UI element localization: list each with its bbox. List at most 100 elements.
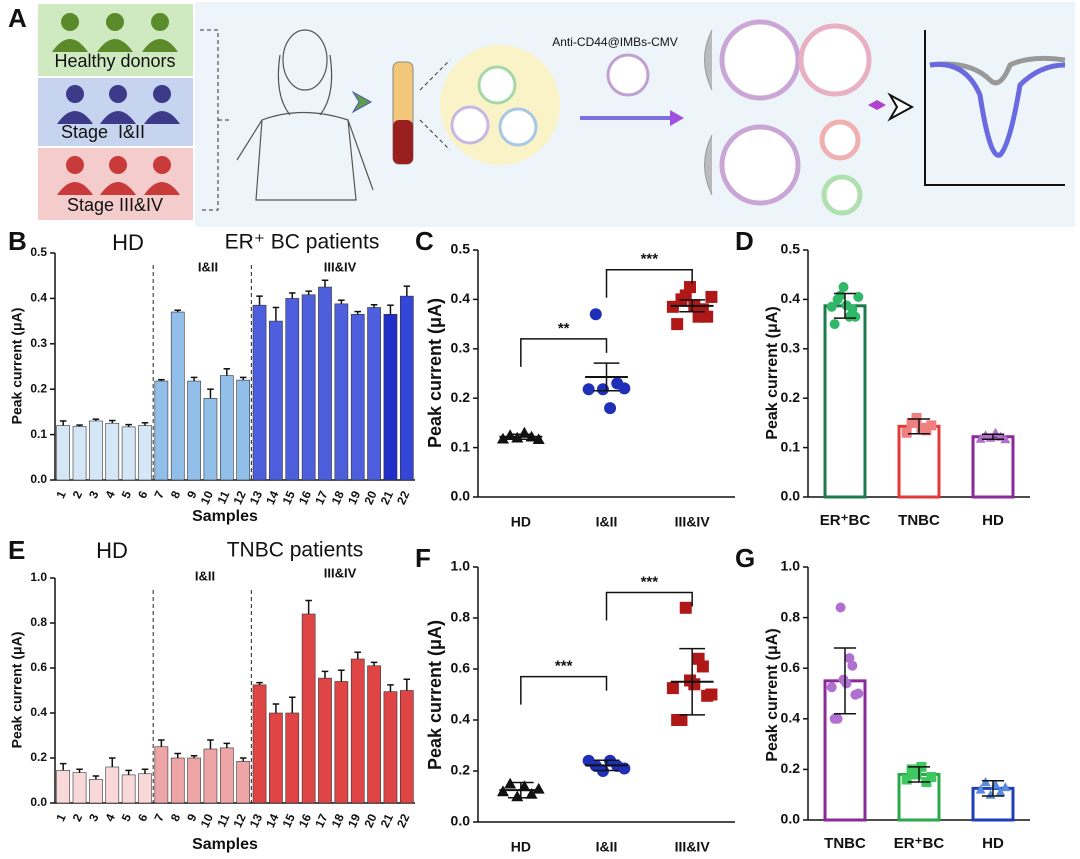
bar [285, 298, 300, 481]
x-tick-label: 11 [214, 488, 232, 506]
x-tick-label: HD [982, 512, 1004, 529]
data-point [829, 319, 840, 330]
woman [236, 29, 374, 201]
bar [72, 426, 87, 481]
y-tick-label: 0.4 [30, 291, 47, 305]
y-tick-label: 0.5 [451, 241, 471, 257]
bar [187, 380, 201, 481]
bracket [200, 29, 232, 211]
fusion-icons [719, 19, 872, 216]
significance-label: ** [558, 320, 570, 337]
data-point [850, 311, 861, 322]
zoom-lines [419, 59, 451, 151]
x-tick-label: I&II [596, 839, 618, 855]
data-point [618, 382, 631, 395]
bar [121, 774, 136, 804]
bar [399, 690, 414, 804]
diamond [868, 100, 886, 110]
y-tick-label: 0.5 [30, 245, 47, 259]
y-axis-label: Peak current (μA) [425, 298, 445, 448]
x-tick-label: 4 [102, 488, 118, 500]
data-point [975, 784, 986, 794]
x-tick-label: 20 [361, 811, 379, 829]
x-tick-label: 1 [53, 811, 69, 823]
exosomes [450, 65, 538, 147]
x-tick-label: 8 [168, 488, 184, 500]
people-stage34 [57, 156, 180, 195]
data-point [826, 301, 837, 312]
data-point [1000, 434, 1011, 444]
x-tick-label: 18 [329, 811, 347, 829]
y-tick-label: 0.2 [781, 760, 801, 776]
data-point [832, 713, 843, 724]
data-point [844, 653, 855, 664]
y-tick-label: 0.2 [30, 381, 47, 395]
x-tick-label: HD [982, 835, 1004, 852]
bar [334, 303, 349, 481]
y-tick-label: 0.6 [30, 660, 47, 674]
bar [187, 757, 201, 804]
data-point [1000, 782, 1011, 792]
data-point [926, 771, 937, 782]
y-tick-label: 0.4 [781, 710, 801, 726]
x-tick-label: 15 [280, 488, 298, 506]
bar [170, 311, 185, 481]
y-tick-label: 1.0 [781, 558, 801, 574]
x-tick-label: 17 [312, 488, 330, 506]
significance-bracket [605, 269, 693, 298]
data-point [671, 318, 684, 331]
panel-letter: A [8, 3, 27, 33]
x-tick-label: TNBC [824, 835, 866, 852]
y-axis-label: Peak current (μA) [9, 632, 25, 749]
annotation: HD [112, 230, 144, 255]
significance-label: *** [641, 251, 659, 268]
x-axis-label: Samples [192, 836, 258, 853]
people-healthy [52, 13, 178, 52]
bar [236, 761, 251, 804]
x-tick-label: 17 [312, 811, 330, 829]
x-tick-label: 7 [151, 811, 167, 823]
data-point [926, 420, 937, 431]
y-tick-label: 0.2 [781, 389, 801, 405]
bar [350, 658, 365, 804]
signal-axes [924, 30, 1065, 186]
bar [334, 681, 349, 804]
y-axis-label: Peak current (μA) [764, 628, 781, 761]
data-point [604, 402, 617, 415]
process-arrowhead [670, 110, 684, 126]
bar [399, 295, 414, 481]
x-tick-label: 21 [378, 488, 396, 506]
data-point [618, 762, 631, 775]
x-tick-label: 21 [378, 811, 396, 829]
significance-bracket [520, 338, 608, 367]
bar [72, 772, 87, 804]
bar [170, 757, 185, 804]
x-tick-label: 3 [86, 488, 102, 500]
bar [105, 766, 120, 804]
y-axis-label: Peak current (μA) [9, 308, 25, 425]
panel-letter: F [415, 543, 431, 573]
bar [105, 422, 120, 481]
y-tick-label: 0.3 [781, 340, 801, 356]
x-tick-label: III&IV [675, 514, 711, 530]
data-point [906, 764, 917, 775]
x-tick-label: 1 [53, 488, 69, 500]
data-point [901, 774, 912, 785]
y-tick-label: 0.8 [30, 615, 47, 629]
y-tick-label: 0.0 [451, 813, 471, 829]
data-point [589, 308, 602, 321]
data-point [911, 769, 922, 780]
bar [318, 286, 332, 481]
bar [154, 746, 169, 804]
x-tick-label: 5 [119, 811, 135, 823]
y-tick-label: 1.0 [30, 570, 47, 584]
x-tick-label: 6 [135, 488, 151, 500]
data-point [688, 678, 701, 691]
bar [301, 613, 316, 804]
x-tick-label: ER⁺BC [894, 835, 945, 852]
y-tick-label: 1.0 [451, 558, 471, 574]
arrow-open [887, 92, 915, 122]
annotation: I&II [195, 568, 215, 583]
y-tick-label: 0.0 [30, 472, 47, 486]
